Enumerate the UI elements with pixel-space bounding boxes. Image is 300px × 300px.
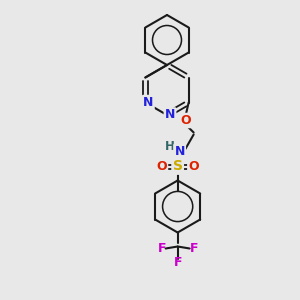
Text: O: O xyxy=(180,114,191,127)
Text: H: H xyxy=(165,140,175,153)
Text: F: F xyxy=(158,242,166,255)
Text: O: O xyxy=(188,160,199,173)
Text: N: N xyxy=(143,96,154,109)
Text: F: F xyxy=(189,242,198,255)
Text: F: F xyxy=(173,256,182,269)
Text: O: O xyxy=(156,160,167,173)
Text: N: N xyxy=(165,109,175,122)
Text: S: S xyxy=(173,160,183,173)
Text: N: N xyxy=(175,145,185,158)
